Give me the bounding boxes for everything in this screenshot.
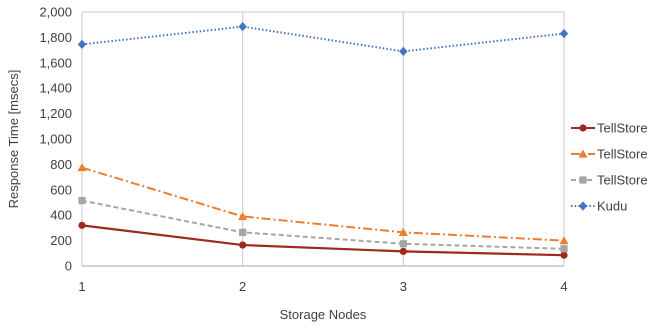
- axes: 1 2 3 4 0 200 400 600 800 1,000 1,200 1,400 1,600 1,8…: [39, 5, 567, 295]
- x-tick-label: 1: [78, 279, 85, 294]
- legend-marker-tellstore-col: [579, 124, 587, 132]
- gridlines: [81, 11, 565, 266]
- y-tick-label: 2,000: [39, 5, 72, 20]
- legend-label-tellstore-log: TellStore-Log: [597, 173, 648, 188]
- y-tick-label: 600: [50, 182, 72, 197]
- series-line-tellstore-row: [81, 166, 565, 242]
- data-point-tellstore-col: [239, 241, 247, 249]
- data-point-tellstore-log: [399, 240, 407, 248]
- y-tick-label: 1,800: [39, 30, 72, 45]
- legend-marker-tellstore-log: [579, 176, 587, 184]
- y-axis-label: Response Time [msecs]: [6, 70, 21, 209]
- legend-item-tellstore-row: TellStore-Row: [571, 147, 648, 162]
- legend-label-tellstore-row: TellStore-Row: [597, 147, 648, 162]
- y-tick-label: 1,600: [39, 55, 72, 70]
- x-tick-label: 3: [400, 279, 407, 294]
- x-tick-label: 2: [239, 279, 246, 294]
- legend-label-kudu: Kudu: [597, 199, 627, 214]
- legend-item-tellstore-log: TellStore-Log: [571, 173, 648, 188]
- y-tick-label: 1,200: [39, 106, 72, 121]
- series-tellstore-row: [77, 163, 569, 245]
- legend-marker-kudu: [578, 201, 588, 211]
- data-point-tellstore-col: [78, 221, 86, 229]
- y-tick-label: 1,000: [39, 132, 72, 147]
- data-point-kudu: [77, 39, 87, 49]
- series-line-tellstore-col: [81, 224, 565, 257]
- series-tellstore-log: [78, 196, 568, 253]
- legend: TellStore-Col TellStore-Row TellStore-Log K…: [571, 121, 648, 214]
- data-point-tellstore-row: [77, 163, 87, 172]
- y-tick-label: 400: [50, 208, 72, 223]
- y-tick-label: 0: [65, 259, 72, 274]
- data-point-kudu: [399, 46, 408, 56]
- legend-item-kudu: Kudu: [571, 199, 627, 214]
- data-point-tellstore-log: [78, 196, 86, 205]
- data-point-kudu: [559, 28, 569, 39]
- data-point-tellstore-col: [399, 247, 407, 255]
- legend-item-tellstore-col: TellStore-Col: [571, 121, 648, 136]
- series-group: [77, 22, 569, 259]
- y-tick-label: 1,400: [39, 81, 72, 96]
- series-tellstore-col: [78, 221, 568, 259]
- y-tick-label: 800: [50, 157, 72, 172]
- data-point-tellstore-row: [398, 227, 408, 236]
- series-line-kudu: [81, 25, 565, 53]
- legend-label-tellstore-col: TellStore-Col: [597, 121, 648, 136]
- y-tick-label: 200: [50, 233, 72, 248]
- x-tick-label: 4: [560, 279, 567, 294]
- data-point-tellstore-col: [560, 251, 568, 259]
- data-point-tellstore-log: [239, 228, 247, 236]
- data-point-tellstore-log: [560, 245, 568, 253]
- x-axis-label: Storage Nodes: [280, 307, 367, 322]
- data-point-tellstore-row: [559, 236, 569, 245]
- series-kudu: [77, 22, 569, 56]
- data-point-kudu: [238, 22, 247, 32]
- data-point-tellstore-row: [238, 211, 248, 221]
- series-line-tellstore-log: [81, 199, 565, 250]
- legend-marker-tellstore-row: [578, 149, 588, 158]
